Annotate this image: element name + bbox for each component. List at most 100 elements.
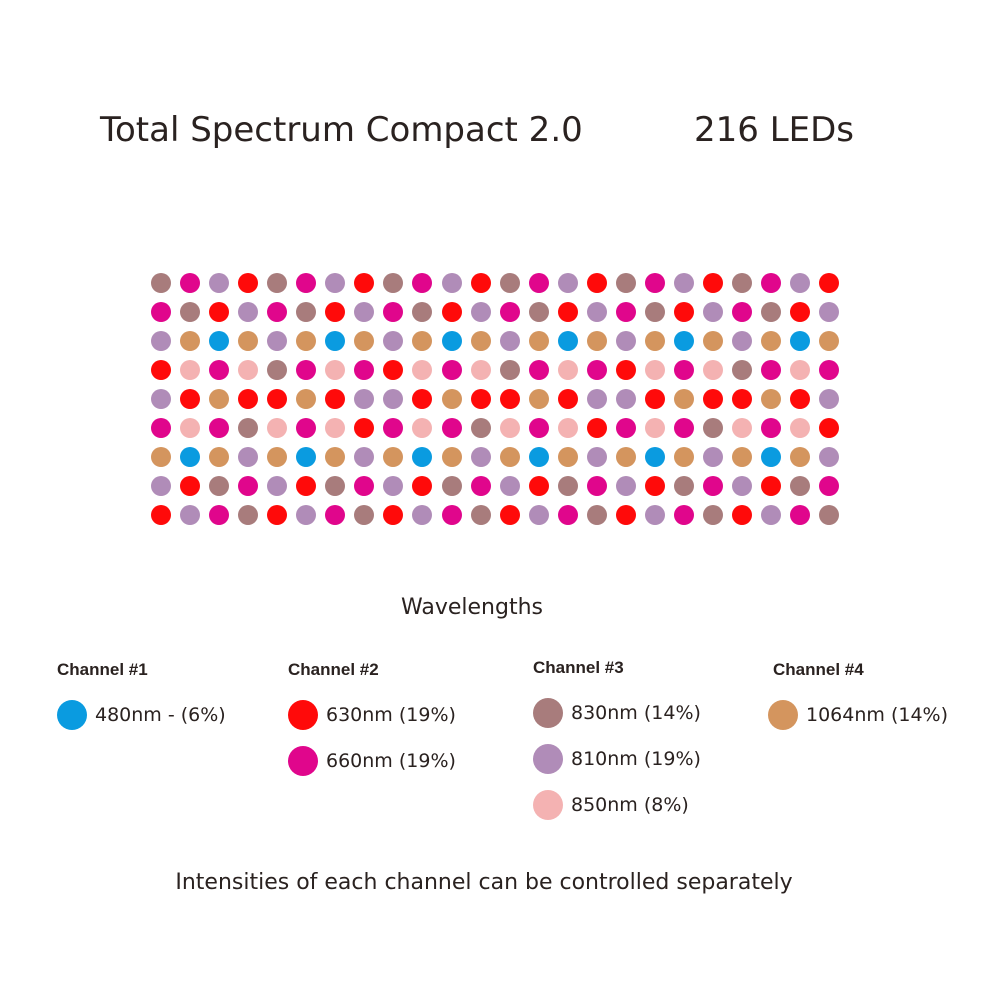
led-dot [354, 476, 375, 496]
led-dot [615, 505, 636, 525]
led-dot [267, 505, 288, 525]
led-swatch-icon [288, 746, 318, 776]
led-swatch-icon [768, 700, 798, 730]
led-dot [586, 476, 607, 496]
product-title: Total Spectrum Compact 2.0 [100, 110, 583, 150]
led-swatch-icon [533, 744, 563, 774]
led-dot [761, 331, 782, 351]
legend-label: 810nm (19%) [571, 748, 701, 770]
led-dot [180, 331, 201, 351]
led-dot [702, 331, 723, 351]
led-dot [180, 273, 201, 293]
led-dot [238, 447, 259, 467]
legend-item: 480nm - (6%) [57, 700, 226, 730]
led-dot [528, 389, 549, 409]
led-dot [383, 360, 404, 380]
led-dot [702, 360, 723, 380]
led-dot [209, 476, 230, 496]
led-dot [296, 331, 317, 351]
led-dot [790, 360, 811, 380]
led-dot [383, 389, 404, 409]
led-dot [238, 476, 259, 496]
led-dot [296, 476, 317, 496]
led-swatch-icon [533, 698, 563, 728]
channel-3: Channel #3 830nm (14%) 810nm (19%) 850nm… [533, 658, 701, 836]
led-dot [238, 389, 259, 409]
led-dot [528, 273, 549, 293]
led-dot [354, 331, 375, 351]
led-dot [151, 476, 171, 496]
led-dot [441, 302, 462, 322]
led-dot [267, 476, 288, 496]
led-dot [354, 389, 375, 409]
led-dot [673, 360, 694, 380]
led-dot [732, 302, 752, 322]
legend-label: 830nm (14%) [571, 702, 701, 724]
led-dot [238, 331, 259, 351]
legend-title: Wavelengths [401, 595, 543, 620]
led-dot [383, 418, 404, 438]
led-dot [354, 505, 375, 525]
led-dot [209, 331, 230, 351]
legend-label: 630nm (19%) [326, 704, 456, 726]
led-dot [586, 418, 607, 438]
led-dot [325, 389, 346, 409]
led-dot [702, 302, 723, 322]
led-dot [732, 418, 752, 438]
led-dot [209, 302, 230, 322]
led-dot [441, 273, 462, 293]
led-dot [441, 331, 462, 351]
led-dot [441, 505, 462, 525]
led-dot [615, 302, 636, 322]
channel-4: Channel #4 1064nm (14%) [768, 660, 948, 746]
led-dot [499, 273, 520, 293]
led-dot [819, 331, 840, 351]
led-dot [151, 302, 171, 322]
led-dot [673, 418, 694, 438]
led-dot [441, 447, 462, 467]
led-dot [441, 418, 462, 438]
led-dot [209, 389, 230, 409]
led-dot [790, 476, 811, 496]
led-dot [180, 360, 201, 380]
led-dot [557, 447, 578, 467]
channel-heading: Channel #3 [533, 658, 624, 677]
led-dot [557, 360, 578, 380]
led-dot [354, 447, 375, 467]
led-dot [267, 360, 288, 380]
led-dot [702, 389, 723, 409]
led-dot [819, 476, 840, 496]
led-dot [238, 505, 259, 525]
led-dot [644, 273, 665, 293]
led-dot [209, 505, 230, 525]
led-dot [499, 360, 520, 380]
led-dot [819, 447, 840, 467]
led-dot [325, 273, 346, 293]
led-dot [267, 418, 288, 438]
led-dot [267, 273, 288, 293]
led-dot [325, 447, 346, 467]
led-dot [702, 505, 723, 525]
led-dot [644, 447, 665, 467]
led-dot [732, 389, 752, 409]
led-dot [325, 505, 346, 525]
led-dot [151, 273, 171, 293]
led-dot [325, 302, 346, 322]
led-dot [673, 476, 694, 496]
led-dot [470, 360, 491, 380]
led-dot [470, 447, 491, 467]
led-dot [499, 302, 520, 322]
led-dot [615, 389, 636, 409]
led-dot [151, 389, 171, 409]
led-dot [644, 505, 665, 525]
led-dot [615, 418, 636, 438]
led-dot [354, 302, 375, 322]
channel-heading: Channel #2 [288, 660, 379, 679]
led-dot [325, 418, 346, 438]
led-dot [296, 389, 317, 409]
led-dot [557, 505, 578, 525]
led-dot [586, 302, 607, 322]
led-dot [528, 331, 549, 351]
led-dot [180, 418, 201, 438]
led-dot [412, 273, 433, 293]
